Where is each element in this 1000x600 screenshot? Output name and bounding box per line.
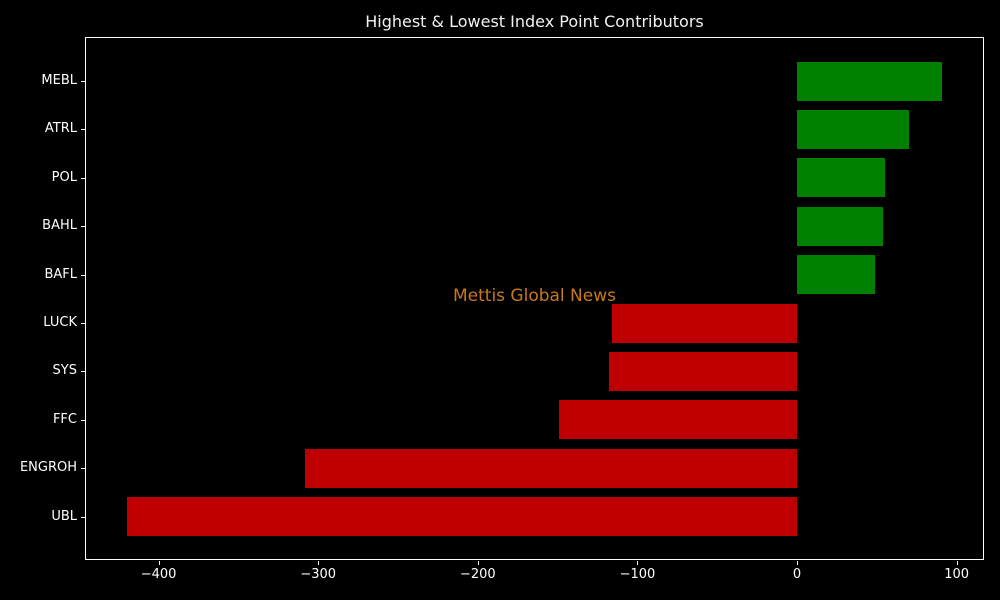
plot-area: Mettis Global News (85, 37, 984, 560)
x-tick-mark (318, 561, 320, 565)
y-tick-mark (81, 516, 85, 518)
x-tick-mark (637, 561, 639, 565)
x-tick-label: 100 (944, 567, 970, 582)
bar-ubl (126, 497, 798, 537)
y-tick-label-atrl: ATRL (44, 121, 77, 137)
y-tick-label-engroh: ENGROH (19, 460, 77, 476)
y-tick-label-mebl: MEBL (41, 73, 77, 88)
y-tick-label-pol: POL (51, 169, 77, 185)
y-tick-label-bahl: BAHL (42, 218, 77, 234)
x-tick-label: −300 (300, 567, 337, 582)
y-tick-label-sys: SYS (52, 363, 77, 379)
watermark-text: Mettis Global News (452, 286, 616, 306)
y-tick-label-ubl: UBL (51, 508, 77, 524)
bar-mebl (797, 61, 943, 101)
y-tick-mark (81, 371, 85, 373)
x-tick-mark (477, 561, 479, 565)
x-tick-label: 0 (792, 567, 802, 582)
y-tick-mark (81, 274, 85, 276)
bar-luck (611, 303, 798, 343)
x-tick-label: −100 (619, 567, 656, 582)
y-tick-label-bafl: BAFL (44, 266, 77, 282)
bar-sys (608, 351, 798, 391)
x-tick-mark (797, 561, 799, 565)
y-tick-mark (81, 177, 85, 179)
chart-title: Highest & Lowest Index Point Contributor… (365, 12, 704, 31)
y-tick-mark (81, 81, 85, 82)
bar-pol (797, 158, 885, 198)
x-tick-label: −400 (140, 567, 177, 582)
y-tick-mark (81, 419, 85, 421)
y-tick-label-luck: LUCK (43, 315, 77, 330)
y-tick-label-ffc: FFC (52, 411, 77, 427)
bar-atrl (797, 109, 909, 149)
y-tick-mark (81, 226, 85, 228)
x-tick-mark (956, 561, 958, 565)
y-tick-mark (81, 468, 85, 470)
bar-bafl (797, 255, 876, 295)
x-tick-label: −200 (459, 567, 496, 582)
x-tick-mark (158, 561, 160, 565)
bar-engroh (305, 448, 798, 488)
bar-bahl (797, 206, 884, 246)
y-tick-mark (81, 323, 85, 324)
y-tick-mark (81, 129, 85, 131)
bar-ffc (559, 400, 798, 440)
